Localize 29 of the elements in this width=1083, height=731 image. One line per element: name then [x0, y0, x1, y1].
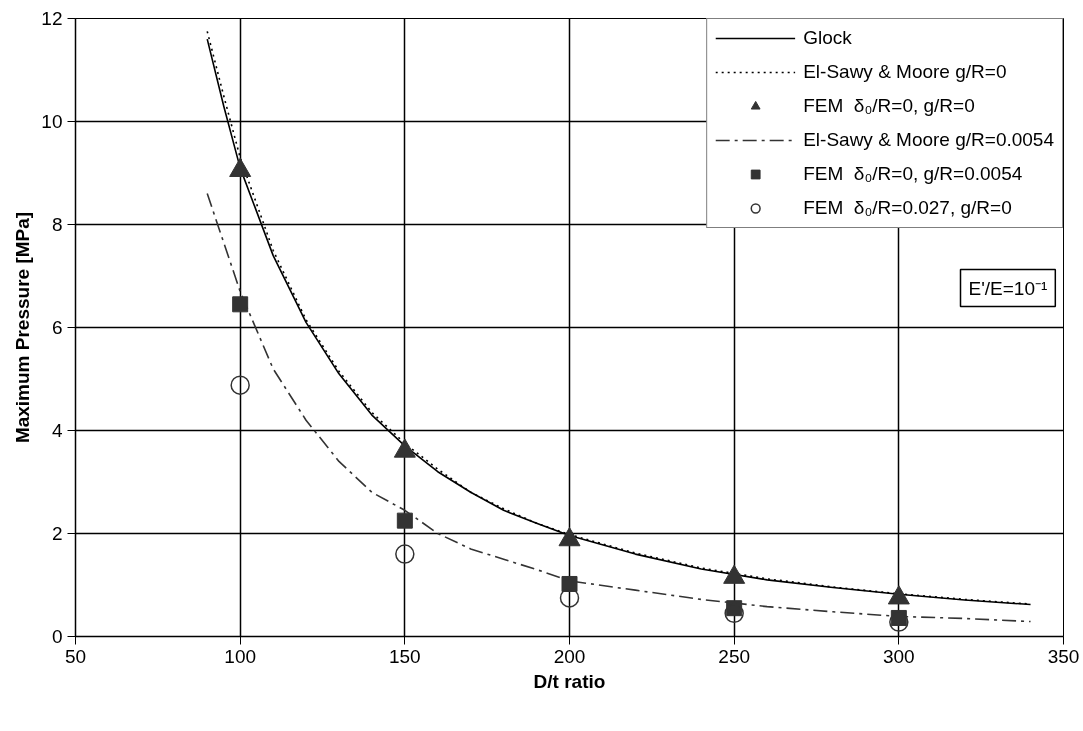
point	[230, 375, 250, 395]
x-tick-label: 100	[224, 645, 257, 667]
point	[393, 438, 416, 458]
y-tick-label: 8	[51, 214, 63, 235]
x-tick-label: 150	[388, 645, 421, 667]
x-tick-label: 350	[1047, 645, 1080, 667]
x-axis-title: D/t ratio	[533, 670, 606, 692]
x-tick-label: 50	[64, 645, 87, 667]
legend-label: FEM δ₀/R=0.027, g/R=0	[803, 197, 1012, 219]
y-tick-label: 12	[41, 8, 63, 29]
point	[229, 157, 252, 177]
y-tick-label: 0	[51, 626, 63, 647]
y-tick-label: 10	[41, 111, 63, 132]
y-axis-title: Maximum Pressure [MPa]	[12, 211, 34, 444]
x-tick-label: 250	[718, 645, 751, 667]
legend-label: El-Sawy & Moore g/R=0.0054	[803, 129, 1054, 151]
y-tick-label: 2	[51, 523, 63, 544]
point	[395, 544, 415, 564]
legend-label: FEM δ₀/R=0, g/R=0.0054	[803, 163, 1023, 185]
point	[561, 575, 578, 592]
point	[396, 512, 413, 529]
x-tick-label: 200	[553, 645, 586, 667]
legend-label: El-Sawy & Moore g/R=0	[803, 61, 1007, 83]
annotation: E'/E=10⁻¹	[968, 277, 1048, 299]
legend-label: Glock	[803, 27, 852, 49]
y-tick-label: 4	[51, 420, 63, 441]
x-tick-label: 300	[882, 645, 915, 667]
y-tick-label: 6	[51, 317, 63, 338]
legend-label: FEM δ₀/R=0, g/R=0	[803, 95, 975, 117]
